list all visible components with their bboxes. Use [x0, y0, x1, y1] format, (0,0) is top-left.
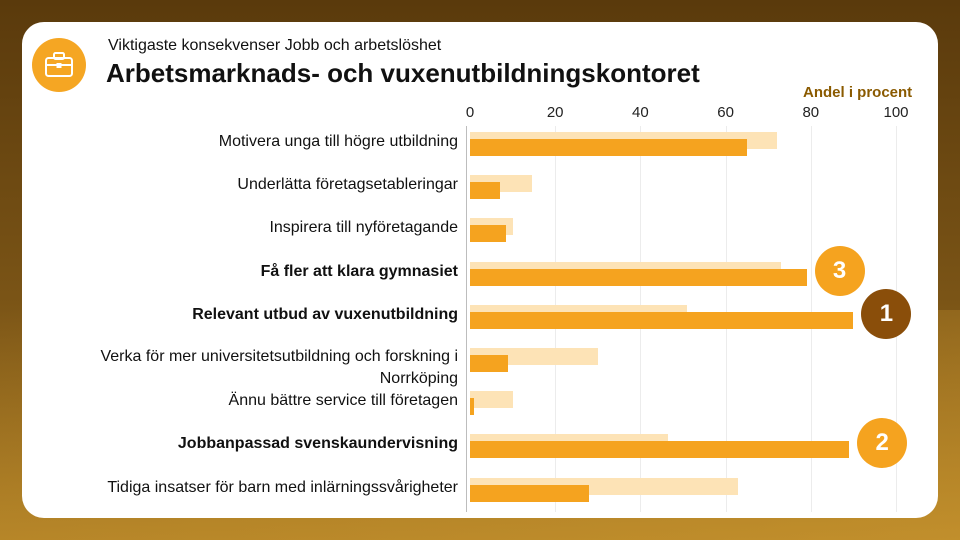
category-label: Tidiga insatser för barn med inlärningss… — [107, 478, 458, 496]
slide-title: Arbetsmarknads- och vuxenutbildningskont… — [106, 58, 700, 88]
category-label: Motivera unga till högre utbildning — [218, 133, 458, 150]
x-tick-label: 0 — [465, 104, 475, 121]
x-tick-label: 20 — [546, 104, 564, 121]
category-axis-line — [466, 126, 467, 512]
bar-light — [470, 391, 513, 409]
category-label: Relevant utbud av vuxenutbildning — [192, 305, 458, 323]
bar-dark — [470, 182, 500, 200]
category-label: Ännu bättre service till företagen — [228, 392, 458, 410]
axis-unit-label: Andel i procent — [803, 84, 913, 101]
rank-badge: 3 — [814, 245, 865, 296]
bar-dark — [470, 398, 475, 416]
bar-dark — [470, 268, 807, 286]
category-label: Inspirera till nyföretagande — [269, 219, 458, 237]
slide-subtitle: Viktigaste konsekvenser Jobb och arbetsl… — [108, 37, 442, 54]
bar-dark — [470, 355, 509, 372]
x-tick-label: 60 — [717, 104, 734, 121]
x-tick-label: 80 — [802, 104, 820, 121]
x-tick-label: 40 — [632, 104, 649, 121]
rank-badge: 1 — [861, 288, 912, 339]
briefcase-icon — [32, 38, 86, 92]
category-label: Underlätta företagsetableringar — [237, 176, 458, 194]
category-label: Verka för mer universitetsutbildning och… — [100, 348, 458, 387]
rank-badge: 2 — [857, 418, 908, 469]
bar-dark — [470, 139, 747, 156]
bar-dark — [470, 311, 854, 329]
category-label: Jobbanpassad svenskaundervisning — [177, 435, 458, 453]
bar-dark — [470, 225, 507, 243]
bar-dark — [470, 484, 590, 502]
bar-dark — [470, 441, 850, 459]
category-label: Få fler att klara gymnasiet — [260, 262, 458, 280]
x-tick-label: 100 — [883, 104, 909, 121]
